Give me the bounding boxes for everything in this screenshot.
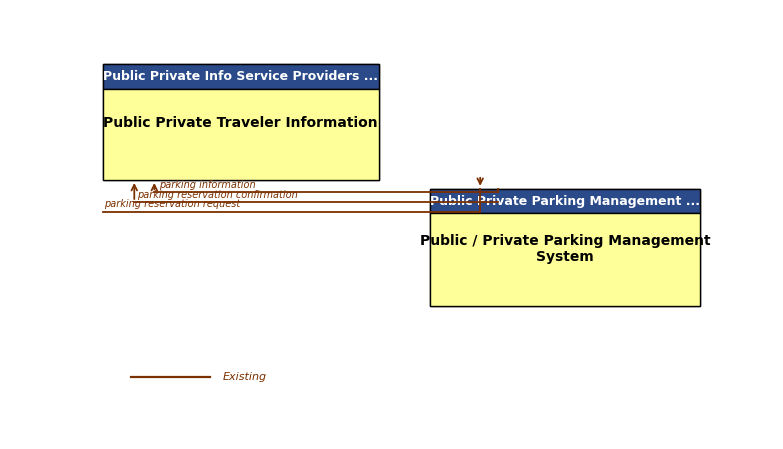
Bar bbox=[103, 88, 379, 180]
Text: Public / Private Parking Management
System: Public / Private Parking Management Syst… bbox=[420, 233, 710, 264]
Text: parking reservation confirmation: parking reservation confirmation bbox=[137, 190, 298, 200]
Bar bbox=[431, 189, 700, 306]
Bar bbox=[103, 64, 379, 180]
Bar bbox=[431, 213, 700, 306]
Text: Public Private Info Service Providers ...: Public Private Info Service Providers ..… bbox=[103, 70, 378, 83]
Text: Public Private Parking Management ...: Public Private Parking Management ... bbox=[430, 194, 700, 207]
Text: parking reservation request: parking reservation request bbox=[104, 199, 240, 209]
Text: parking information: parking information bbox=[159, 180, 256, 190]
Bar bbox=[431, 189, 700, 213]
Bar bbox=[103, 64, 379, 88]
Text: Existing: Existing bbox=[222, 372, 266, 382]
Text: Public Private Traveler Information: Public Private Traveler Information bbox=[103, 116, 378, 130]
